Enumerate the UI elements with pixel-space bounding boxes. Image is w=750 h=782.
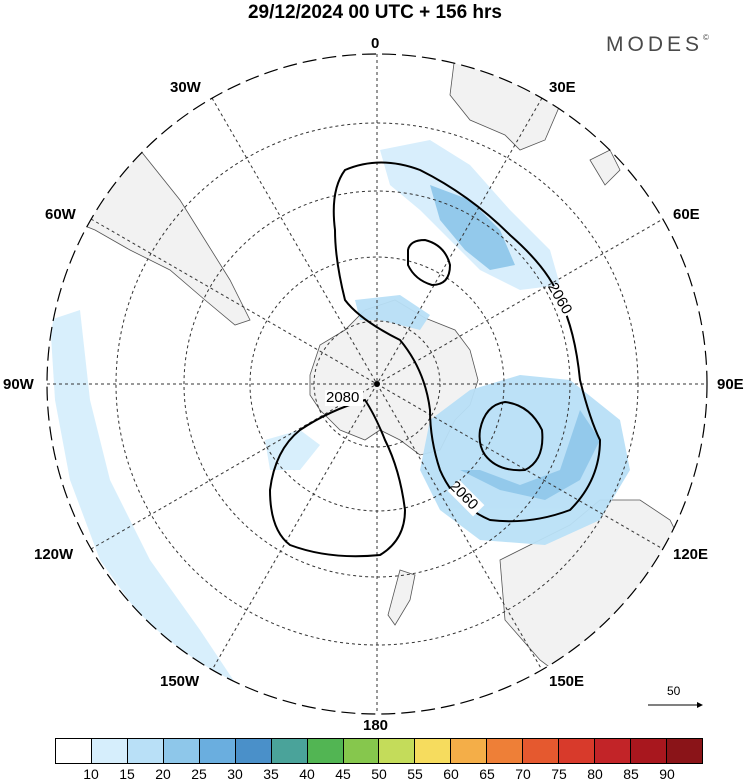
lon-label-150e: 150E [549,673,585,690]
contour-2080-pacific [268,398,407,558]
legend-swatch [271,739,308,763]
shade-indian-ocean-core [460,410,600,500]
shade-near-antarctica [355,295,430,330]
legend-label: 35 [263,766,279,782]
shade-pacific-east [50,310,240,690]
legend-swatch [199,739,236,763]
colour-legend-labels: 10 15 20 25 30 35 40 45 50 55 60 65 70 75 80 85 90 [55,766,703,782]
legend-swatch [559,739,596,763]
lon-label-60e: 60E [673,206,700,223]
legend-label: 55 [407,766,423,782]
lon-label-120e: 120E [673,546,709,563]
legend-swatch [523,739,560,763]
legend-swatch [666,739,702,763]
lon-label-90w: 90W [3,376,34,393]
legend-label: 70 [515,766,531,782]
reference-vector-label: 50 [667,684,681,698]
land-madagascar [589,149,621,186]
legend-label: 80 [587,766,603,782]
legend-label: 40 [299,766,315,782]
lon-label-30w: 30W [170,79,201,96]
legend-swatch [163,739,200,763]
contour-2060-small-ring [407,238,452,287]
contour-indian-low [478,400,544,472]
legend-label: 30 [227,766,243,782]
brand-logo: MODES© [606,33,709,57]
legend-swatch [91,739,128,763]
legend-label: 75 [551,766,567,782]
lon-label-120w: 120W [34,546,74,563]
legend-swatch [307,739,344,763]
land-africa [449,54,561,151]
brand-mark: © [703,33,709,42]
legend-label: 90 [659,766,675,782]
legend-swatch [127,739,164,763]
legend-swatch [631,739,667,763]
contour-2060-north [332,161,602,523]
legend-swatch [343,739,380,763]
legend-label: 50 [371,766,387,782]
chart-title: 29/12/2024 00 UTC + 156 hrs [247,2,503,23]
lon-label-0: 0 [371,35,380,52]
legend-swatch [415,739,452,763]
legend-swatch [487,739,524,763]
legend-label: 65 [479,766,495,782]
contour-label-2080: 2080 [326,389,360,406]
lon-label-60w: 60W [45,206,76,223]
legend-label: 60 [443,766,459,782]
height-contours [268,161,602,558]
colour-legend [55,738,703,764]
lon-label-30e: 30E [549,79,576,96]
land-new-zealand [387,569,416,626]
legend-label: 25 [191,766,207,782]
legend-label: 85 [623,766,639,782]
legend-label: 15 [119,766,135,782]
legend-swatch [595,739,631,763]
lon-label-180: 180 [363,717,389,734]
brand-name: MODES [606,33,704,56]
legend-label: 20 [155,766,171,782]
legend-swatch [235,739,272,763]
lon-label-150w: 150W [160,673,200,690]
legend-swatch [56,739,92,763]
legend-swatch [451,739,488,763]
south-pole-dot [374,381,380,387]
legend-label: 10 [83,766,99,782]
legend-swatch [379,739,416,763]
legend-label: 45 [335,766,351,782]
lon-label-90e: 90E [717,376,744,393]
map-boundary [46,53,708,715]
